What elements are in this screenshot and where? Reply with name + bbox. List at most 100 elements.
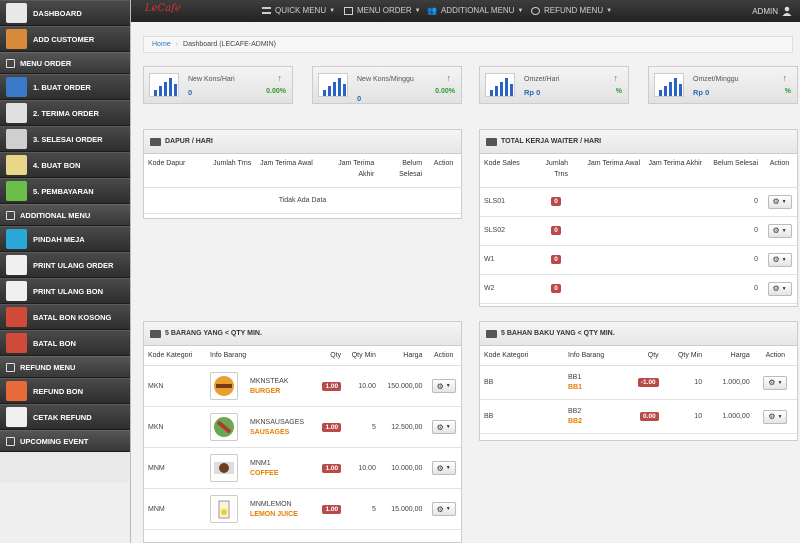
- additional-menu-label: ADDITIONAL MENU: [440, 6, 515, 15]
- sales-code: SLS02: [480, 216, 540, 246]
- column-header: Action: [426, 154, 461, 188]
- quick-menu[interactable]: QUICK MENU ▼: [262, 6, 335, 15]
- action-dropdown-button[interactable]: ⚙ ▼: [431, 379, 456, 393]
- sidebar-item-cetak-refund[interactable]: CETAK REFUND: [0, 404, 130, 430]
- qty-badge: 1.00: [322, 422, 342, 432]
- column-header: Qty: [623, 346, 663, 366]
- action-dropdown-button[interactable]: ⚙ ▼: [431, 502, 456, 516]
- sidebar-empty-area: [0, 482, 130, 543]
- list-icon: [262, 7, 271, 14]
- stat-percent: 0.00%: [435, 88, 455, 95]
- action-dropdown-button[interactable]: ⚙ ▼: [763, 375, 788, 390]
- additional-menu-menu[interactable]: 👥 ADDITIONAL MENU ▼: [427, 6, 523, 15]
- sidebar-section-upcoming-event[interactable]: UPCOMING EVENT: [0, 430, 130, 452]
- sidebar-section-menu-order[interactable]: MENU ORDER: [0, 52, 130, 74]
- qty-badge: 1.00: [322, 381, 342, 391]
- chevron-down-icon: ▼: [414, 7, 421, 14]
- column-header: Kode Sales: [480, 154, 540, 188]
- item-code: MNMLEMON: [250, 500, 292, 508]
- table-row: MKN MKNSAUSAGES SAUSAGES 1.00 5 12.500,00 ⚙ ▼: [144, 406, 461, 448]
- user-icon: [6, 29, 27, 49]
- clock-icon: [6, 333, 27, 353]
- stat-label: Omzet/Hari: [524, 76, 560, 83]
- stat-percent: 0.00%: [266, 88, 286, 95]
- qty-badge: 1.00: [322, 463, 342, 473]
- plane-icon: [6, 129, 27, 149]
- table-row: W1 0 0 ⚙ ▼: [480, 245, 797, 275]
- action-dropdown-button[interactable]: ⚙ ▼: [431, 420, 456, 434]
- clock-icon: [6, 307, 27, 327]
- count-badge: 0: [551, 226, 561, 235]
- money-icon: [531, 6, 540, 15]
- sidebar-item-5-pembayaran[interactable]: 5. PEMBAYARAN: [0, 178, 130, 204]
- action-dropdown-button[interactable]: ⚙ ▼: [767, 252, 792, 267]
- refund-menu-menu[interactable]: REFUND MENU ▼: [531, 6, 612, 15]
- qty-min: 10: [662, 365, 707, 400]
- sidebar-item-4-buat-bon[interactable]: 4. BUAT BON: [0, 152, 130, 178]
- brand-logo[interactable]: LeCafe: [145, 3, 181, 14]
- pending-count: 0: [706, 274, 762, 304]
- gear-icon: ⚙: [768, 378, 776, 387]
- chevron-down-icon: ▼: [781, 256, 787, 263]
- chevron-down-icon: ▼: [777, 413, 783, 420]
- sidebar-section-additional-menu[interactable]: ADDITIONAL MENU: [0, 204, 130, 226]
- chevron-down-icon: ▼: [445, 424, 451, 430]
- column-header: Jumlah Trns: [540, 154, 572, 188]
- sidebar-section-label: ADDITIONAL MENU: [20, 210, 91, 220]
- sidebar-item-3-selesai-order[interactable]: 3. SELESAI ORDER: [0, 126, 130, 152]
- user-menu[interactable]: ADMIN: [752, 6, 792, 16]
- price: 150.000,00: [379, 365, 427, 407]
- action-dropdown-button[interactable]: ⚙ ▼: [767, 281, 792, 296]
- sidebar-item-print-ulang-order[interactable]: PRINT ULANG ORDER: [0, 252, 130, 278]
- stat-percent: %: [615, 88, 622, 95]
- table-row: BB BB1 BB1 -1.00 10 1.000,00 ⚙ ▼: [480, 365, 797, 400]
- sidebar-item-print-ulang-bon[interactable]: PRINT ULANG BON: [0, 278, 130, 304]
- barang-panel: 5 BARANG YANG < QTY MIN. Kode Kategori In…: [143, 321, 462, 543]
- stat-value: 0: [188, 88, 193, 97]
- column-header: Qty: [316, 346, 346, 366]
- sidebar-item-dashboard[interactable]: DASHBOARD: [0, 0, 130, 26]
- action-dropdown-button[interactable]: ⚙ ▼: [431, 461, 456, 475]
- chevron-down-icon: ▼: [781, 198, 787, 205]
- action-dropdown-button[interactable]: ⚙ ▼: [763, 409, 788, 424]
- table-row: SLS01 0 0 ⚙ ▼: [480, 187, 797, 217]
- sidebar-item-batal-bon-kosong[interactable]: BATAL BON KOSONG: [0, 304, 130, 330]
- action-dropdown-button[interactable]: ⚙ ▼: [767, 194, 792, 209]
- count-badge: 0: [551, 255, 561, 264]
- bahan-panel-header: 5 BAHAN BAKU YANG < QTY MIN.: [480, 322, 797, 346]
- action-dropdown-button[interactable]: ⚙ ▼: [767, 223, 792, 238]
- coffee-icon: [210, 454, 238, 482]
- sidebar-item-label: PRINT ULANG BON: [33, 286, 103, 296]
- column-header: Jam Terima Akhir: [316, 154, 379, 188]
- breadcrumb-home[interactable]: Home: [152, 41, 171, 48]
- count-badge: 0: [551, 284, 561, 293]
- sidebar-item-add-customer[interactable]: ADD CUSTOMER: [0, 26, 130, 52]
- chevron-down-icon: ▼: [445, 383, 451, 389]
- column-header: Kode Kategori: [144, 346, 206, 366]
- waiter-panel-header: TOTAL KERJA WAITER / HARI: [480, 130, 797, 154]
- menu-order-label: MENU ORDER: [357, 6, 412, 15]
- sidebar-section-refund-menu[interactable]: REFUND MENU: [0, 356, 130, 378]
- column-header: Action: [762, 154, 797, 188]
- dapur-panel: DAPUR / HARI Kode Dapur Jumlah Trns Jam Te…: [143, 129, 462, 219]
- sidebar-item-refund-bon[interactable]: REFUND BON: [0, 378, 130, 404]
- qty-min: 5: [345, 488, 380, 530]
- sidebar-item-batal-bon[interactable]: BATAL BON: [0, 330, 130, 356]
- category-code: MKN: [144, 365, 206, 407]
- bahan-panel: 5 BAHAN BAKU YANG < QTY MIN. Kode Katego…: [479, 321, 798, 441]
- gear-icon: ⚙: [768, 412, 776, 421]
- qty-min: 10: [662, 399, 707, 434]
- sausage-icon: [210, 413, 238, 441]
- sidebar: DASHBOARD ADD CUSTOMER MENU ORDER 1. BUAT O…: [0, 0, 131, 543]
- barang-table: Kode Kategori Info Barang Qty Qty Min Harga A…: [144, 346, 461, 530]
- arrow-up-icon: ↑: [446, 73, 452, 83]
- stat-card: New Kons/Minggu 0 ↑ 0.00%: [312, 66, 462, 104]
- sales-code: W1: [480, 245, 540, 275]
- sidebar-item-2-terima-order[interactable]: 2. TERIMA ORDER: [0, 100, 130, 126]
- sidebar-item-1-buat-order[interactable]: 1. BUAT ORDER: [0, 74, 130, 100]
- menu-order-menu[interactable]: MENU ORDER ▼: [344, 6, 421, 15]
- sidebar-item-pindah-meja[interactable]: PINDAH MEJA: [0, 226, 130, 252]
- money-icon: [150, 329, 161, 338]
- waiter-title: TOTAL KERJA WAITER / HARI: [501, 138, 602, 145]
- column-header: Harga: [706, 346, 754, 366]
